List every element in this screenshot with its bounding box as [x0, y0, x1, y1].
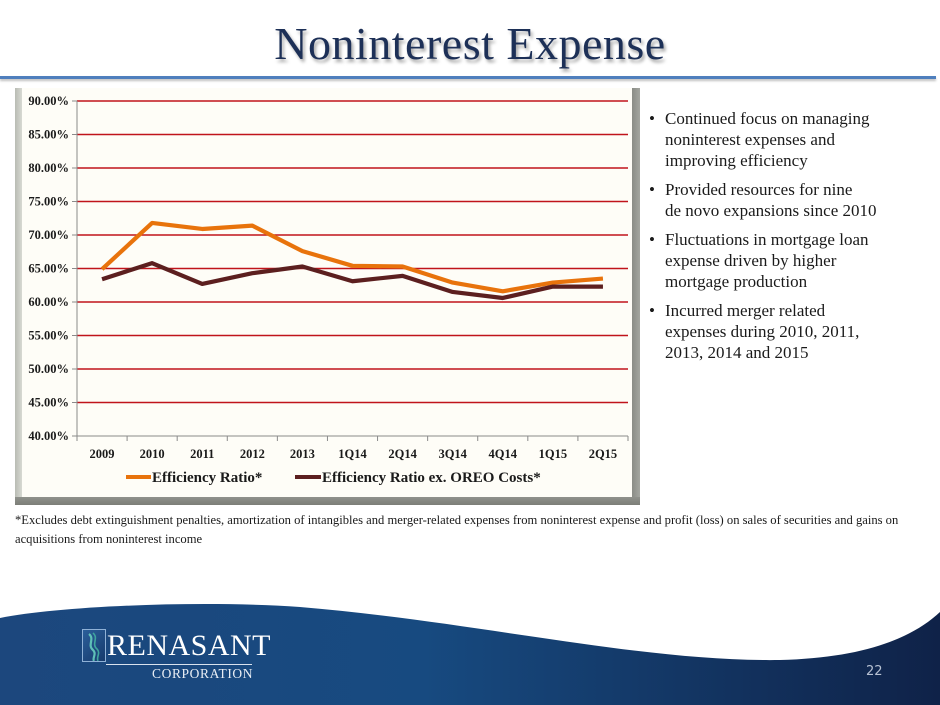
bullet-text-line: noninterest expenses and: [665, 130, 835, 149]
bullet-text-line: Incurred merger related: [665, 301, 826, 320]
bullet-text-line: improving efficiency: [665, 151, 808, 170]
bullet-text-line: Fluctuations in mortgage loan: [665, 230, 869, 249]
y-tick-label: 70.00%: [28, 228, 69, 242]
footnote: *Excludes debt extinguishment penalties,…: [15, 513, 899, 546]
title-divider: [0, 76, 936, 79]
bullet-item: • Provided resources for nine de novo expa…: [647, 179, 927, 221]
y-tick-label: 85.00%: [28, 128, 69, 142]
footer-curve: [0, 604, 940, 705]
bullet-item: • Fluctuations in mortgage loan expense dr…: [647, 229, 927, 292]
y-tick-label: 75.00%: [28, 195, 69, 209]
page-number: 22: [866, 664, 883, 679]
legend-label-efficiency-ratio: Efficiency Ratio*: [152, 470, 262, 486]
bullet-item: • Incurred merger related expenses during …: [647, 300, 927, 363]
logo-wordmark: RENASANT: [107, 629, 272, 662]
bullet-text-line: expenses during 2010, 2011,: [665, 322, 860, 341]
y-tick-label: 55.00%: [28, 329, 69, 343]
x-tick-label: 2012: [240, 447, 265, 461]
bullet-text-line: Provided resources for nine: [665, 180, 853, 199]
chart-panel-bevel-left: [15, 88, 22, 505]
legend-label-efficiency-ratio-ex-oreo: Efficiency Ratio ex. OREO Costs*: [322, 470, 541, 486]
key-points-list: • Continued focus on managing noninterest …: [647, 108, 927, 371]
x-tick-label: 2011: [190, 447, 214, 461]
x-tick-label: 1Q14: [338, 447, 367, 461]
x-tick-label: 2013: [290, 447, 315, 461]
y-tick-label: 60.00%: [28, 295, 69, 309]
logo-divider: [106, 664, 252, 665]
bullet-icon: •: [649, 109, 655, 128]
x-tick-label: 2009: [90, 447, 115, 461]
y-tick-label: 40.00%: [28, 429, 69, 443]
x-axis: 2009 2010 2011 2012 2013 1Q14 2Q14 3Q14 4Q14 1Q15…: [76, 435, 629, 461]
bullet-icon: •: [649, 301, 655, 320]
chart-panel-bevel-right: [632, 88, 640, 505]
chart-legend: Efficiency Ratio* Efficiency Ratio ex. O…: [126, 470, 541, 486]
bullet-icon: •: [649, 180, 655, 199]
bullet-text-line: de novo expansions since 2010: [665, 201, 877, 220]
slide-title: Noninterest Expense: [274, 18, 666, 69]
bullet-text-line: 2013, 2014 and 2015: [665, 343, 809, 362]
x-tick-label: 3Q14: [438, 447, 467, 461]
bullet-text-line: Continued focus on managing: [665, 109, 870, 128]
bullet-icon: •: [649, 230, 655, 249]
x-tick-label: 2010: [140, 447, 165, 461]
y-tick-label: 65.00%: [28, 262, 69, 276]
y-tick-label: 80.00%: [28, 161, 69, 175]
bullet-text-line: expense driven by higher: [665, 251, 837, 270]
y-axis: 90.00% 85.00% 80.00% 75.00% 70.00% 65.00% 60.0…: [28, 94, 78, 443]
bullet-item: • Continued focus on managing noninterest …: [647, 108, 927, 171]
bullet-text-line: mortgage production: [665, 272, 808, 291]
chart-panel-bevel-bottom: [15, 497, 640, 505]
series-lines: [100, 220, 604, 301]
x-tick-label: 1Q15: [539, 447, 567, 461]
x-tick-label: 4Q14: [489, 447, 518, 461]
y-tick-label: 50.00%: [28, 362, 69, 376]
x-tick-label: 2Q15: [589, 447, 617, 461]
x-tick-label: 2Q14: [388, 447, 417, 461]
logo-subtitle: CORPORATION: [152, 666, 254, 681]
y-tick-label: 90.00%: [28, 94, 69, 108]
y-tick-label: 45.00%: [28, 396, 69, 410]
logo-emblem-icon: [82, 629, 106, 662]
